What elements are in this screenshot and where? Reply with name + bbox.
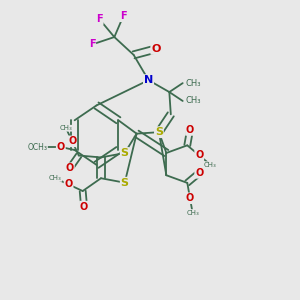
Text: S: S: [155, 127, 163, 137]
Text: O: O: [195, 150, 203, 161]
Text: O: O: [57, 142, 65, 152]
Text: F: F: [96, 14, 103, 24]
Text: S: S: [121, 148, 129, 158]
Text: O: O: [195, 168, 203, 178]
Text: CH₃: CH₃: [60, 125, 72, 131]
Text: CH₃: CH₃: [49, 175, 62, 181]
Text: CH₃: CH₃: [186, 209, 199, 215]
Text: O: O: [186, 125, 194, 135]
Text: O: O: [68, 136, 76, 146]
Text: F: F: [89, 40, 95, 50]
Text: CH₃: CH₃: [185, 79, 201, 88]
Text: O: O: [186, 193, 194, 203]
Text: O: O: [64, 179, 73, 189]
Text: N: N: [144, 75, 153, 85]
Text: O: O: [66, 163, 74, 173]
Text: S: S: [121, 178, 129, 188]
Text: F: F: [120, 11, 127, 21]
Text: CH₃: CH₃: [204, 162, 217, 168]
Text: O: O: [80, 202, 88, 212]
Text: CH₃: CH₃: [185, 97, 201, 106]
Text: O: O: [151, 44, 160, 54]
Text: OCH₃: OCH₃: [28, 142, 47, 152]
